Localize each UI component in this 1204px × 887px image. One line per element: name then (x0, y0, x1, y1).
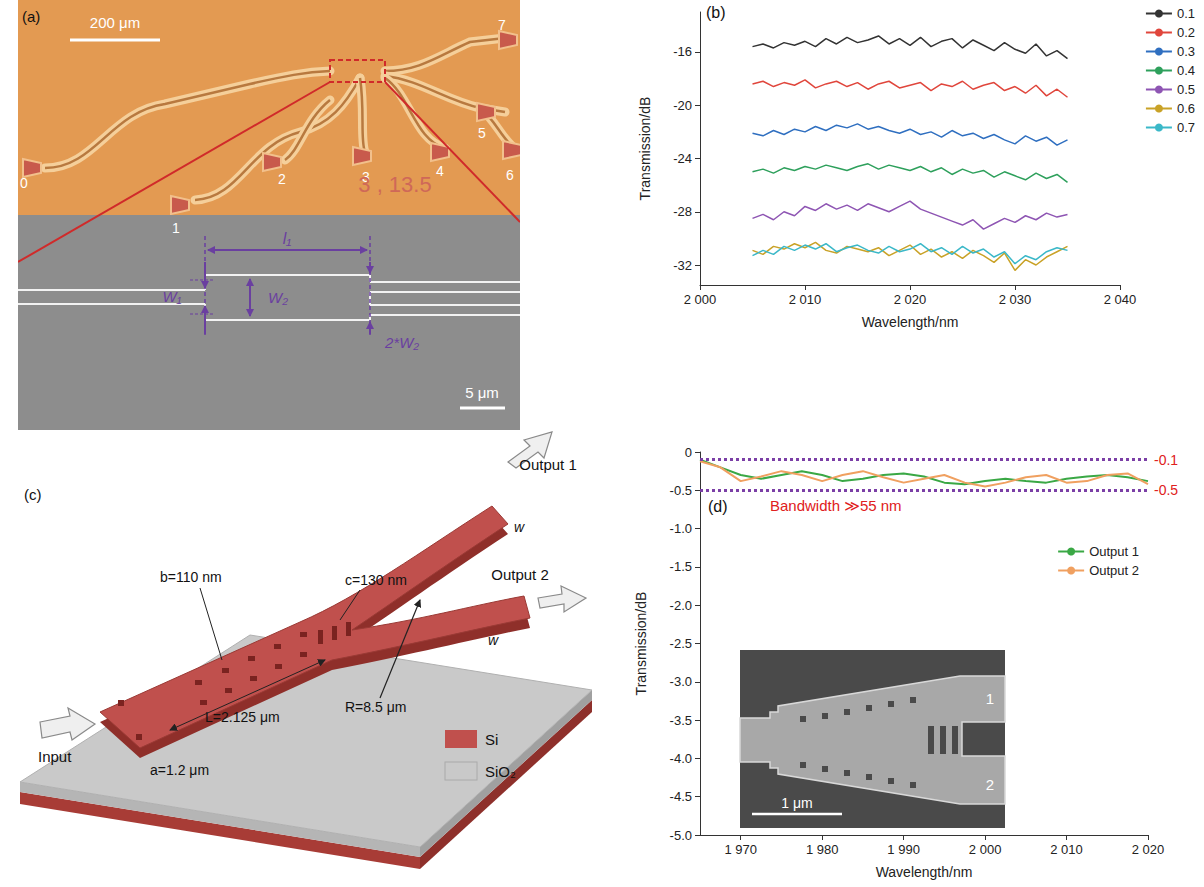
svg-text:3 , 13.5: 3 , 13.5 (358, 172, 431, 197)
svg-text:Output 1: Output 1 (1089, 544, 1139, 559)
svg-text:w: w (514, 519, 525, 535)
svg-text:5: 5 (478, 125, 486, 141)
svg-text:2 000: 2 000 (969, 842, 1002, 857)
svg-text:1 μm: 1 μm (781, 795, 812, 811)
svg-text:2 030: 2 030 (999, 292, 1032, 307)
svg-text:c=130 nm: c=130 nm (345, 572, 407, 588)
svg-text:W₂: W₂ (268, 289, 288, 306)
svg-text:2*W₂: 2*W₂ (384, 334, 419, 351)
svg-text:Input: Input (38, 748, 72, 765)
svg-text:-3.5: -3.5 (670, 713, 692, 728)
svg-text:-4.0: -4.0 (670, 751, 692, 766)
svg-text:1: 1 (986, 690, 994, 707)
svg-text:0: 0 (20, 175, 28, 191)
svg-text:Wavelength/nm: Wavelength/nm (876, 864, 973, 880)
svg-text:l₁: l₁ (283, 230, 292, 247)
svg-text:-3.0: -3.0 (670, 674, 692, 689)
svg-text:-24: -24 (673, 151, 692, 166)
svg-text:Transmission/dB: Transmission/dB (637, 97, 653, 201)
svg-text:0.2: 0.2 (1177, 25, 1195, 40)
svg-text:1 970: 1 970 (724, 842, 757, 857)
svg-text:1 980: 1 980 (806, 842, 839, 857)
svg-text:Output 1: Output 1 (519, 456, 577, 473)
svg-text:w: w (488, 632, 499, 648)
svg-text:2 040: 2 040 (1104, 292, 1137, 307)
svg-text:(c): (c) (24, 486, 42, 503)
svg-text:0.5: 0.5 (1177, 82, 1195, 97)
svg-text:0.7: 0.7 (1177, 120, 1195, 135)
svg-text:2 010: 2 010 (789, 292, 822, 307)
svg-text:Output 2: Output 2 (1089, 563, 1139, 578)
svg-text:2: 2 (278, 171, 286, 187)
svg-text:5 μm: 5 μm (465, 384, 499, 401)
svg-text:a=1.2 μm: a=1.2 μm (150, 762, 209, 778)
svg-text:0.4: 0.4 (1177, 63, 1195, 78)
svg-text:0.1: 0.1 (1177, 6, 1195, 21)
svg-text:L=2.125 μm: L=2.125 μm (205, 709, 280, 725)
svg-text:Si: Si (485, 731, 498, 748)
svg-text:-16: -16 (673, 44, 692, 59)
svg-text:Wavelength/nm: Wavelength/nm (862, 314, 959, 330)
svg-text:2 020: 2 020 (1132, 842, 1165, 857)
svg-text:0.3: 0.3 (1177, 44, 1195, 59)
svg-text:-0.1: -0.1 (1154, 452, 1178, 468)
svg-text:0: 0 (685, 445, 692, 460)
svg-text:7: 7 (498, 17, 506, 33)
svg-text:-4.5: -4.5 (670, 789, 692, 804)
svg-text:(a): (a) (22, 8, 40, 25)
svg-text:2: 2 (986, 776, 994, 793)
svg-text:-1.0: -1.0 (670, 521, 692, 536)
svg-text:W₁: W₁ (163, 288, 182, 305)
svg-text:3: 3 (362, 169, 370, 185)
svg-text:Transmission/dB: Transmission/dB (633, 592, 649, 696)
svg-text:(d): (d) (708, 498, 728, 515)
svg-text:SiO₂: SiO₂ (485, 763, 516, 780)
svg-text:6: 6 (506, 167, 514, 183)
svg-text:2 000: 2 000 (684, 292, 717, 307)
svg-text:R=8.5 μm: R=8.5 μm (345, 699, 406, 715)
svg-text:0.6: 0.6 (1177, 101, 1195, 116)
svg-text:-0.5: -0.5 (670, 483, 692, 498)
svg-text:-2.0: -2.0 (670, 598, 692, 613)
svg-text:-5.0: -5.0 (670, 828, 692, 843)
svg-text:Output 2: Output 2 (491, 566, 549, 583)
svg-text:-20: -20 (673, 98, 692, 113)
svg-text:2 020: 2 020 (894, 292, 927, 307)
svg-text:(b): (b) (706, 4, 726, 21)
svg-text:1: 1 (172, 220, 180, 236)
svg-text:-1.5: -1.5 (670, 559, 692, 574)
svg-text:Bandwidth ≫55 nm: Bandwidth ≫55 nm (770, 497, 902, 514)
svg-text:-0.5: -0.5 (1154, 482, 1178, 498)
svg-text:-32: -32 (673, 258, 692, 273)
svg-text:-2.5: -2.5 (670, 636, 692, 651)
svg-text:200 μm: 200 μm (90, 14, 140, 31)
svg-text:-28: -28 (673, 204, 692, 219)
svg-text:2 010: 2 010 (1050, 842, 1083, 857)
svg-text:4: 4 (436, 163, 444, 179)
svg-text:b=110 nm: b=110 nm (160, 569, 222, 585)
svg-text:1 990: 1 990 (887, 842, 920, 857)
